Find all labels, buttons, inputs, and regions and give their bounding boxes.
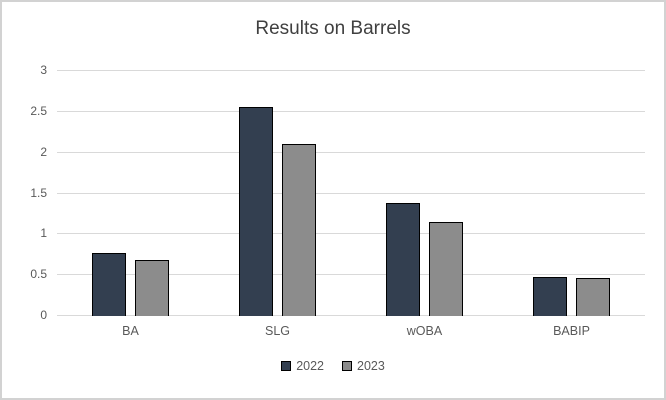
x-axis-label-babip: BABIP xyxy=(553,324,590,338)
x-axis-label-ba: BA xyxy=(122,324,139,338)
y-tick-label: 0 xyxy=(40,308,47,322)
bar-group-ba xyxy=(57,71,204,316)
gridline xyxy=(57,315,645,316)
legend-item-2023: 2023 xyxy=(342,359,385,373)
bar-groups xyxy=(57,71,645,316)
y-tick-label: 1 xyxy=(40,226,47,241)
gridline xyxy=(57,70,645,71)
y-tick-label: 1.5 xyxy=(30,185,47,200)
gridline xyxy=(57,110,645,112)
legend: 2022 2023 xyxy=(2,359,664,373)
y-tick-label: 2 xyxy=(40,144,47,159)
bar-2023-woba xyxy=(429,222,463,316)
bar-2022-slg xyxy=(239,106,273,316)
legend-swatch-2023 xyxy=(342,361,352,371)
bar-2022-babip xyxy=(533,276,567,316)
bar-2023-slg xyxy=(282,143,316,316)
legend-label-2023: 2023 xyxy=(357,359,385,373)
gridline xyxy=(57,151,645,153)
bar-2022-ba xyxy=(92,253,126,316)
bar-group-woba xyxy=(351,71,498,316)
gridline xyxy=(57,233,645,235)
y-tick-label: 0.5 xyxy=(30,267,47,282)
y-tick-label: 3 xyxy=(40,63,47,77)
gridline xyxy=(57,192,645,194)
legend-item-2022: 2022 xyxy=(281,359,324,373)
x-axis-label-slg: SLG xyxy=(264,324,290,338)
gridline xyxy=(57,274,645,276)
chart-title: Results on Barrels xyxy=(255,18,411,39)
x-axis-label-woba: wOBA xyxy=(406,324,443,338)
legend-swatch-2022 xyxy=(281,361,292,371)
bar-2023-babip xyxy=(576,278,610,316)
bar-group-slg xyxy=(204,71,351,316)
plot-area: 0 0.5 1 1.5 2 2.5 3 xyxy=(30,64,645,321)
legend-label-2022: 2022 xyxy=(296,359,324,373)
bar-2022-woba xyxy=(386,203,420,316)
bar-2023-ba xyxy=(135,259,169,316)
x-axis-labels: BA SLG wOBA BABIP xyxy=(57,324,645,338)
bar-group-babip xyxy=(498,71,645,316)
y-tick-label: 2.5 xyxy=(30,103,47,118)
